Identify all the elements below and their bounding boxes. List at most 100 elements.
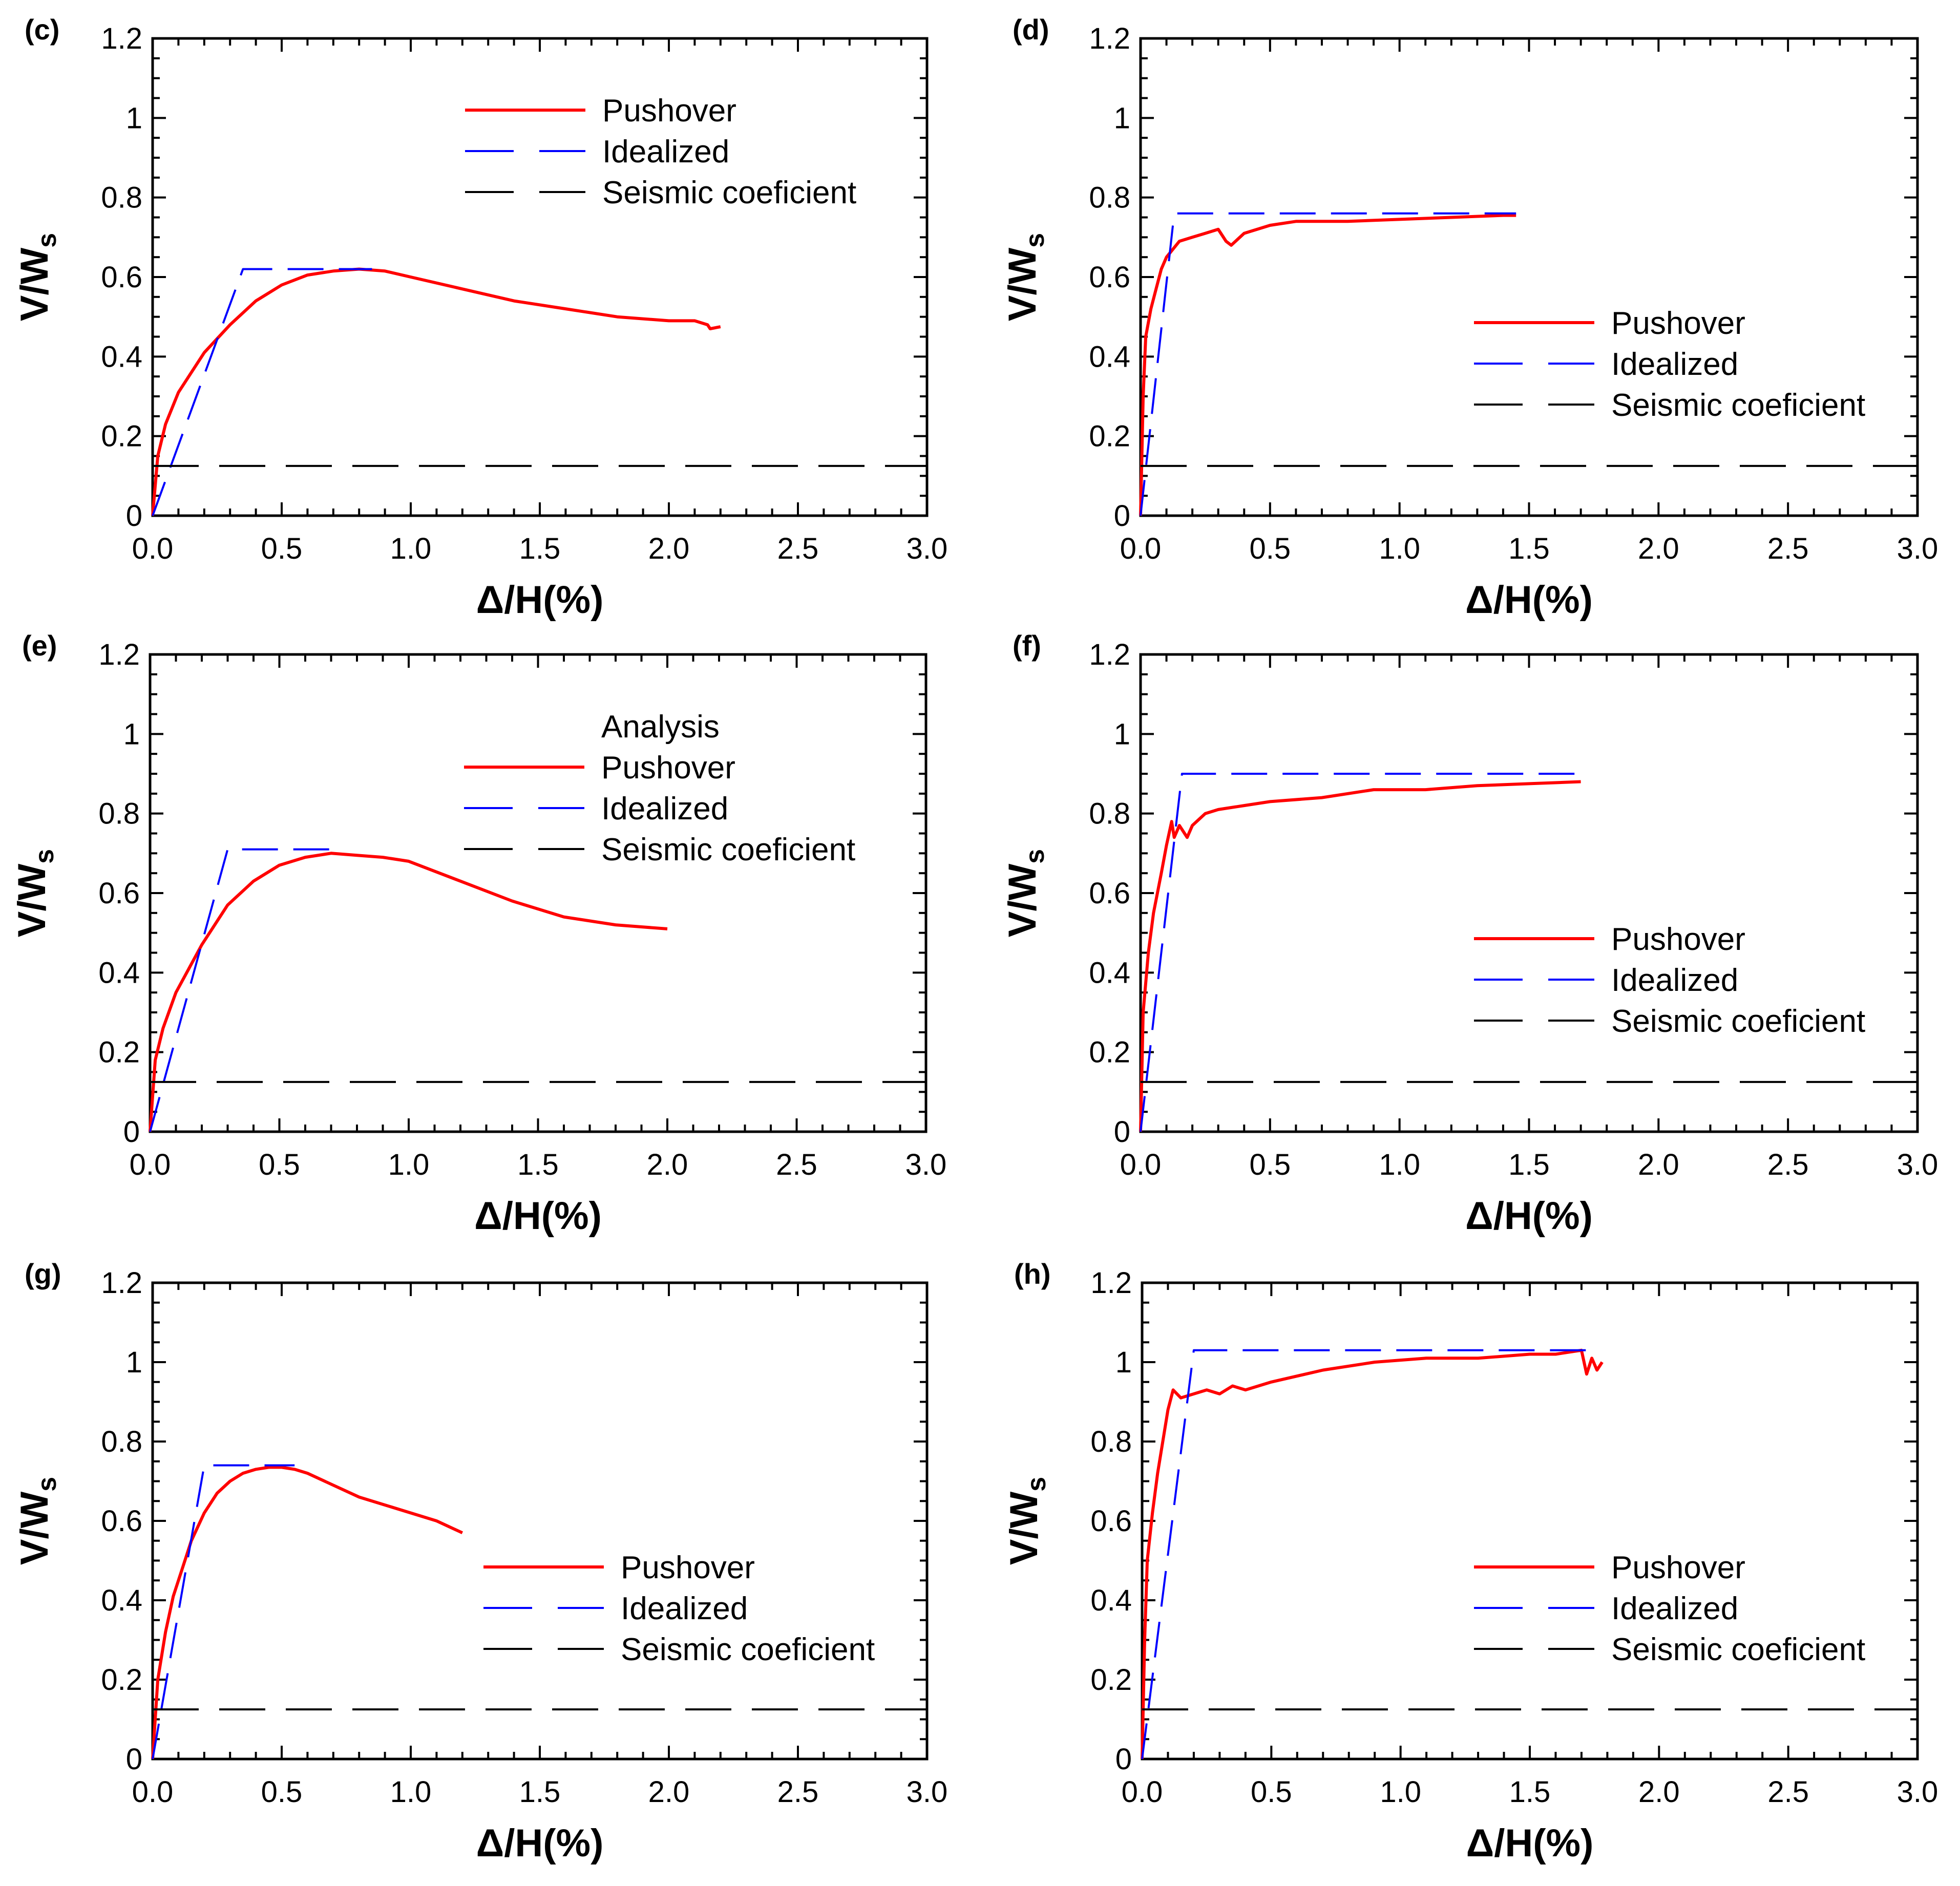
x-tick-label: 2.5 bbox=[776, 1148, 817, 1181]
x-tick-label: 2.0 bbox=[1638, 1775, 1680, 1809]
legend-entry-label: Pushover bbox=[1611, 922, 1745, 957]
y-tick-label: 0.8 bbox=[1090, 1425, 1132, 1458]
y-axis-title: V/Ws bbox=[1001, 849, 1050, 937]
panel-label: (h) bbox=[1014, 1258, 1051, 1290]
y-tick-label: 0 bbox=[1115, 1743, 1132, 1776]
y-tick-label: 0.8 bbox=[1089, 181, 1130, 215]
y-tick-label: 0.6 bbox=[1090, 1504, 1132, 1538]
y-tick-label: 0.2 bbox=[101, 420, 142, 453]
series-line-idealized bbox=[1140, 773, 1586, 1132]
panel-label: (c) bbox=[25, 13, 59, 46]
chart-panel-f: 0.0 0.5 1.0 1.5 2.0 2.5 3.0 0 0.2 0.4 0.6 0.8 1 1.2 (f… bbox=[1001, 629, 1938, 1238]
legend-title: Analysis bbox=[601, 709, 720, 745]
y-axis-title: V/Ws bbox=[1001, 233, 1050, 321]
legend-entry-label: Idealized bbox=[601, 791, 728, 827]
series-line-pushover bbox=[1141, 1348, 1604, 1760]
x-tick-label: 3.0 bbox=[1897, 1775, 1938, 1809]
y-axis-title-main: V/W bbox=[10, 863, 54, 937]
chart-panel-d: 0.0 0.5 1.0 1.5 2.0 2.5 3.0 0 0.2 0.4 0.6 0.8 1 1.2 (d… bbox=[1001, 13, 1938, 622]
series-line-idealized bbox=[1141, 1349, 1595, 1760]
series-line-idealized bbox=[152, 268, 372, 516]
y-tick-label: 0.6 bbox=[101, 261, 142, 294]
y-tick-label: 0.4 bbox=[101, 340, 142, 373]
y-tick-label: 0.2 bbox=[101, 1663, 142, 1697]
y-tick-label: 0 bbox=[126, 1743, 142, 1776]
y-axis-title-main: V/W bbox=[1002, 1491, 1046, 1565]
y-tick-label: 0.2 bbox=[1090, 1663, 1132, 1697]
legend-entry-label: Pushover bbox=[621, 1550, 755, 1585]
x-tick-label: 3.0 bbox=[907, 532, 948, 565]
chart-panel-e: 0.0 0.5 1.0 1.5 2.0 2.5 3.0 0 0.2 0.4 0.6 0.8 1 1.2 (e… bbox=[10, 629, 946, 1238]
x-tick-label: 1.0 bbox=[1379, 1148, 1420, 1181]
x-tick-label: 0.5 bbox=[1250, 1148, 1291, 1181]
y-axis-title-subscript: s bbox=[32, 1477, 62, 1492]
x-axis-title: Δ/H(%) bbox=[476, 578, 604, 622]
legend-entry-label: Seismic coeficient bbox=[1611, 1632, 1865, 1667]
x-tick-label: 0.0 bbox=[1120, 1148, 1162, 1181]
x-tick-label: 0.0 bbox=[132, 532, 174, 565]
y-tick-label: 1 bbox=[123, 717, 140, 751]
x-tick-label: 2.5 bbox=[1767, 1148, 1809, 1181]
panel-label: (g) bbox=[25, 1258, 61, 1290]
legend-entry-label: Idealized bbox=[621, 1591, 748, 1626]
y-axis-title: V/Ws bbox=[1002, 1477, 1051, 1565]
series-line-pushover bbox=[149, 852, 668, 1132]
y-tick-label: 0 bbox=[123, 1115, 140, 1149]
x-tick-label: 2.5 bbox=[777, 532, 819, 565]
y-tick-label: 0 bbox=[126, 499, 142, 533]
x-tick-label: 0.5 bbox=[261, 1775, 303, 1809]
legend-entry-label: Pushover bbox=[602, 93, 736, 129]
y-axis-title: V/Ws bbox=[10, 849, 59, 937]
y-tick-label: 0.6 bbox=[98, 877, 140, 910]
panel-label: (e) bbox=[22, 629, 57, 662]
x-tick-label: 3.0 bbox=[905, 1148, 947, 1181]
y-tick-label: 0.6 bbox=[1089, 877, 1130, 910]
y-tick-label: 1.2 bbox=[1090, 1266, 1132, 1300]
y-axis-title-subscript: s bbox=[1022, 1477, 1051, 1492]
y-axis-title: V/Ws bbox=[13, 1477, 62, 1565]
y-tick-label: 0.8 bbox=[101, 181, 142, 215]
legend-entry-label: Seismic coeficient bbox=[1611, 1004, 1865, 1039]
legend-entry-label: Seismic coeficient bbox=[602, 175, 856, 210]
series-line-pushover bbox=[151, 267, 721, 516]
y-tick-label: 0.4 bbox=[1089, 956, 1130, 989]
y-tick-label: 0.8 bbox=[98, 797, 140, 831]
x-tick-label: 3.0 bbox=[907, 1775, 948, 1809]
y-tick-label: 1 bbox=[126, 1346, 142, 1379]
y-tick-label: 0.2 bbox=[98, 1036, 140, 1069]
x-axis-title: Δ/H(%) bbox=[1465, 578, 1593, 622]
x-tick-label: 2.0 bbox=[1638, 1148, 1679, 1181]
y-tick-label: 0.6 bbox=[1089, 261, 1130, 294]
x-tick-label: 0.0 bbox=[1120, 532, 1162, 565]
y-tick-label: 1.2 bbox=[98, 638, 140, 671]
y-tick-label: 0.4 bbox=[98, 956, 140, 989]
x-tick-label: 0.0 bbox=[130, 1148, 171, 1181]
x-tick-label: 2.0 bbox=[1638, 532, 1679, 565]
y-axis-title: V/Ws bbox=[13, 233, 62, 321]
x-tick-label: 0.0 bbox=[132, 1775, 174, 1809]
y-tick-label: 0.4 bbox=[101, 1584, 142, 1617]
legend: Pushover Idealized Seismic coeficient bbox=[1474, 1550, 1865, 1667]
y-tick-label: 1.2 bbox=[1089, 638, 1130, 671]
series-line-pushover bbox=[1139, 214, 1516, 516]
legend: Pushover Idealized Seismic coeficient bbox=[465, 93, 856, 210]
y-tick-label: 0.8 bbox=[101, 1425, 142, 1458]
x-tick-label: 1.0 bbox=[390, 1775, 432, 1809]
x-axis-title: Δ/H(%) bbox=[474, 1194, 602, 1238]
x-tick-label: 0.5 bbox=[1251, 1775, 1292, 1809]
y-tick-label: 0.4 bbox=[1089, 340, 1130, 373]
x-tick-label: 2.0 bbox=[647, 1148, 688, 1181]
legend-entry-label: Pushover bbox=[601, 750, 735, 786]
legend-entry-label: Seismic coeficient bbox=[601, 832, 855, 867]
y-tick-label: 1 bbox=[1114, 101, 1130, 135]
legend-entry-label: Seismic coeficient bbox=[621, 1632, 875, 1667]
x-tick-label: 3.0 bbox=[1897, 1148, 1938, 1181]
y-axis-title-subscript: s bbox=[1020, 233, 1050, 248]
plot-frame bbox=[1139, 37, 1919, 517]
y-tick-label: 0.8 bbox=[1089, 797, 1130, 831]
x-tick-label: 2.5 bbox=[1767, 532, 1809, 565]
x-tick-label: 2.0 bbox=[648, 1775, 690, 1809]
plot-frame bbox=[151, 1281, 929, 1761]
series-line-pushover bbox=[151, 1466, 463, 1760]
